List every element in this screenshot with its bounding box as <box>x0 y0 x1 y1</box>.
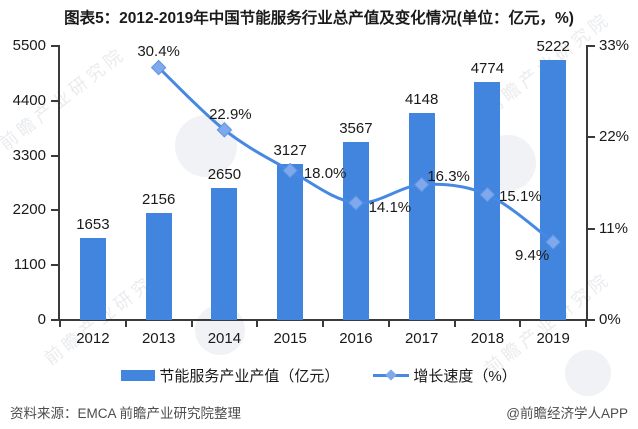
secondary-y-axis-tick-label: 22% <box>599 128 630 146</box>
x-axis-tick <box>124 320 127 327</box>
y-axis-left-line <box>58 45 60 321</box>
y-axis-tick-label: 3300 <box>12 146 46 164</box>
x-axis-tick <box>387 320 390 327</box>
data-source-text: 资料来源：EMCA 前瞻产业研究院整理 <box>10 406 242 421</box>
x-axis-category-label: 2018 <box>470 330 505 347</box>
bar-2013 <box>145 212 172 320</box>
bar-2012 <box>79 237 106 320</box>
y-axis-tick <box>51 209 58 212</box>
y-axis-tick <box>51 154 58 157</box>
bar-value-label: 4148 <box>404 91 439 109</box>
secondary-y-axis-tick <box>588 319 595 321</box>
x-axis-tick <box>585 320 587 327</box>
line-series-swatch <box>373 369 410 381</box>
secondary-y-axis-tick-label: 0% <box>599 311 621 328</box>
bar-value-label: 1653 <box>76 215 110 233</box>
line-value-label: 30.4% <box>137 42 180 60</box>
y-axis-tick <box>51 319 58 321</box>
secondary-y-axis-tick-label: 33% <box>599 37 630 54</box>
secondary-y-axis-tick <box>588 45 595 47</box>
line-marker-2018 <box>479 186 496 203</box>
line-value-label: 16.3% <box>427 167 470 185</box>
x-axis-category-label: 2015 <box>273 330 307 347</box>
line-value-label: 22.9% <box>209 105 252 123</box>
bar-value-label: 2650 <box>207 165 242 183</box>
line-marker-2013 <box>150 59 167 76</box>
bar-series-swatch <box>121 369 156 381</box>
x-axis-category-label: 2012 <box>76 330 110 347</box>
bar-value-label: 3567 <box>339 120 373 138</box>
legend-item-growth-rate: 增长速度（%） <box>373 365 517 386</box>
y-axis-tick <box>51 99 58 102</box>
secondary-y-axis-tick <box>588 227 595 230</box>
footer: 资料来源：EMCA 前瞻产业研究院整理 @前瞻经济学人APP <box>0 401 638 423</box>
line-value-label: 15.1% <box>499 187 542 205</box>
app-credit-text: @前瞻经济学人APP <box>506 406 628 421</box>
line-marker-2017 <box>413 176 430 193</box>
x-axis-tick <box>256 320 259 327</box>
growth-line-layer <box>150 59 561 250</box>
line-value-label: 9.4% <box>515 246 550 264</box>
legend: 节能服务产业产值（亿元） 增长速度（%） <box>0 364 638 386</box>
y-axis-tick <box>51 264 58 267</box>
bar-value-label: 4774 <box>470 60 505 78</box>
line-marker-2014 <box>216 122 233 138</box>
x-axis-tick <box>190 320 193 327</box>
x-axis-tick <box>322 320 324 327</box>
bar-value-label: 5222 <box>536 37 570 55</box>
x-axis-tick <box>453 320 456 327</box>
legend-item-output-value: 节能服务产业产值（亿元） <box>121 365 339 386</box>
line-value-label: 18.0% <box>303 164 347 182</box>
chart-title: 图表5：2012-2019年中国节能服务行业总产值及变化情况(单位：亿元，%) <box>64 10 574 27</box>
x-axis-category-label: 2013 <box>141 330 176 347</box>
line-marker-2016 <box>348 195 364 211</box>
y-axis-tick-label: 0 <box>37 311 46 328</box>
bar-2019 <box>540 59 567 320</box>
x-axis-tick <box>59 320 61 327</box>
legend-label-growth-rate: 增长速度（%） <box>413 367 517 385</box>
bar-2017 <box>408 113 435 320</box>
x-axis-category-label: 2017 <box>404 330 439 347</box>
x-axis-category-label: 2019 <box>536 330 570 347</box>
line-marker-2019 <box>545 234 561 250</box>
bar-value-label: 2156 <box>141 190 176 208</box>
bar-2016 <box>342 142 369 320</box>
y-axis-right-line <box>586 45 588 321</box>
x-axis-tick <box>519 320 522 327</box>
bar-value-label: 3127 <box>273 142 307 160</box>
line-value-label: 14.1% <box>368 198 412 216</box>
x-axis-category-label: 2016 <box>339 330 373 347</box>
secondary-y-axis-tick <box>588 136 595 139</box>
y-axis-tick-label: 5500 <box>12 37 46 54</box>
x-axis-category-label: 2014 <box>207 330 242 347</box>
y-axis-tick-label: 1100 <box>13 256 46 274</box>
y-axis-tick-label: 2200 <box>12 201 46 219</box>
bar-2014 <box>211 187 238 320</box>
secondary-y-axis-tick-label: 11% <box>599 219 628 237</box>
line-marker-2015 <box>282 162 298 179</box>
y-axis-tick-label: 4400 <box>12 91 46 109</box>
legend-label-output-value: 节能服务产业产值（亿元） <box>159 367 340 385</box>
bar-2015 <box>277 164 304 320</box>
y-axis-tick <box>51 45 58 47</box>
